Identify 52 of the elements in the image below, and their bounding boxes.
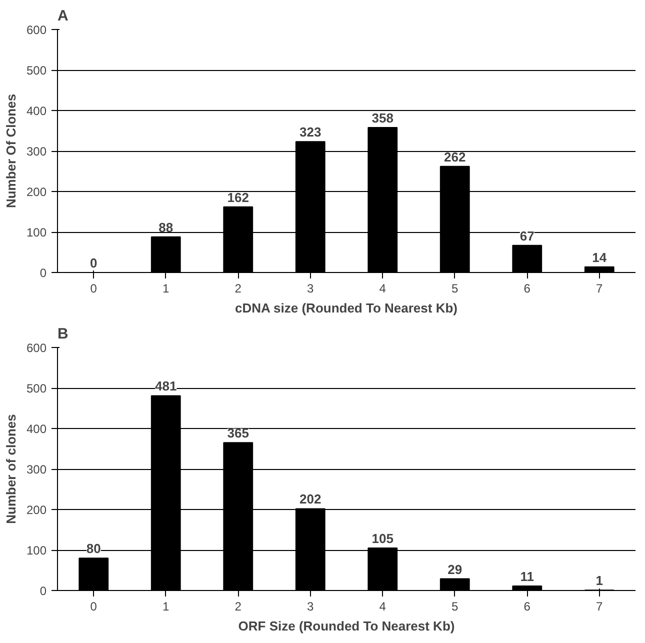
x-tick-label: 3	[307, 600, 314, 614]
y-tick-label: 0	[40, 584, 47, 598]
data-label: 162	[227, 190, 249, 205]
data-label: 358	[372, 110, 394, 126]
x-tick-label: 5	[452, 282, 459, 296]
y-tick-label: 500	[26, 382, 47, 396]
y-tick-label: 400	[26, 104, 47, 118]
y-tick-label: 600	[26, 341, 47, 355]
y-tick-label: 400	[26, 422, 47, 436]
data-label: 105	[372, 530, 394, 546]
x-tick-label: 5	[452, 600, 459, 614]
x-tick-label: 1	[162, 282, 170, 296]
x-tick-label: 0	[90, 282, 98, 296]
x-axis-title: cDNA size (Rounded To Nearest Kb)	[235, 300, 458, 316]
x-axis-title: ORF Size (Rounded To Nearest Kb)	[238, 618, 455, 634]
data-label: 29	[448, 562, 462, 577]
data-label: 14	[592, 250, 608, 265]
x-tick-label: 1	[162, 600, 170, 614]
x-tick-label: 6	[524, 282, 531, 296]
x-tick-label: 4	[379, 600, 386, 614]
x-tick-label: 2	[234, 282, 242, 296]
chart-title: A	[58, 8, 68, 24]
data-label: 262	[444, 149, 466, 164]
data-label: 80	[86, 541, 101, 556]
data-label: 88	[158, 220, 174, 235]
data-label: 67	[520, 228, 534, 244]
data-label: 1	[596, 573, 603, 588]
x-tick-label: 4	[379, 282, 386, 296]
y-tick-label: 100	[26, 544, 47, 558]
data-label: 11	[520, 569, 534, 584]
y-tick-label: 500	[26, 64, 47, 78]
x-tick-label: 2	[234, 600, 242, 614]
y-tick-label: 600	[26, 23, 47, 37]
x-tick-label: 0	[90, 600, 98, 614]
y-tick-label: 300	[26, 144, 47, 158]
y-tick-label: 300	[26, 462, 47, 476]
x-tick-label: 7	[596, 600, 604, 614]
y-tick-label: 100	[26, 226, 47, 240]
y-axis-title: Number Of Clones	[3, 94, 18, 208]
y-tick-label: 200	[26, 503, 47, 517]
y-axis-title: Number of clones	[3, 414, 18, 524]
chart-title: B	[58, 326, 68, 342]
x-tick-label: 3	[307, 282, 314, 296]
x-tick-label: 7	[596, 282, 604, 296]
data-label: 323	[300, 124, 322, 140]
data-label: 481	[155, 378, 177, 394]
y-tick-label: 200	[26, 185, 47, 199]
data-label: 365	[227, 426, 249, 441]
x-tick-label: 6	[524, 600, 531, 614]
data-label: 0	[90, 256, 98, 270]
y-tick-label: 0	[40, 266, 47, 280]
data-label: 202	[300, 492, 322, 507]
